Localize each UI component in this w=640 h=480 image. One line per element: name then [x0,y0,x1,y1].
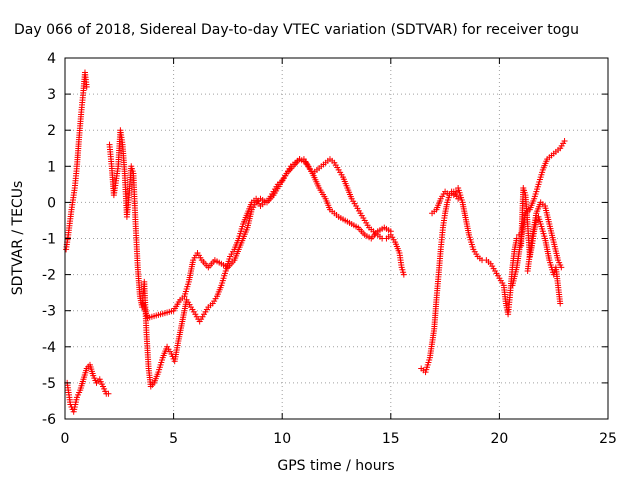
x-axis-label: GPS time / hours [277,458,394,474]
data-point [83,83,90,90]
y-tick-label: 4 [47,51,56,67]
data-point [400,271,407,278]
series-track-4 [140,156,394,321]
y-tick-label: 0 [47,195,56,211]
y-tick-label: -5 [42,376,56,392]
x-tick-label: 10 [273,431,291,447]
series-track-2 [64,361,112,415]
series-track-1 [63,69,90,253]
x-tick-label: 15 [382,431,400,447]
data-point [105,390,112,397]
data-point [387,228,394,235]
plot-frame [64,57,609,420]
series-track-9 [524,199,565,274]
data-point [558,264,565,271]
chart-title: Day 066 of 2018, Sidereal Day-to-day VTE… [14,22,579,38]
ticks: 0 5 10 15 20 25 -6 -5 -4 -3 -2 -1 0 1 2 3 4 [42,51,617,447]
x-tick-label: 0 [61,431,70,447]
series-track-3 [106,127,407,390]
y-tick-label: -3 [42,304,56,320]
series-track-7 [518,184,564,307]
grid [65,58,608,419]
y-axis-label: SDTVAR / TECUs [10,181,26,296]
x-tick-label: 20 [490,431,508,447]
y-tick-label: 1 [47,159,56,175]
y-tick-label: -1 [42,232,56,248]
data-points [63,69,568,415]
y-tick-label: -4 [42,340,56,356]
data-point [557,300,564,307]
x-tick-label: 25 [599,431,617,447]
y-tick-label: 2 [47,123,56,139]
y-tick-label: -2 [42,268,56,284]
y-tick-label: 3 [47,87,56,103]
series-track-6 [429,188,462,217]
series-track-8 [509,138,568,289]
data-point [561,138,568,145]
data-point [455,195,462,202]
x-tick-label: 5 [169,431,178,447]
y-tick-label: -6 [42,412,56,428]
